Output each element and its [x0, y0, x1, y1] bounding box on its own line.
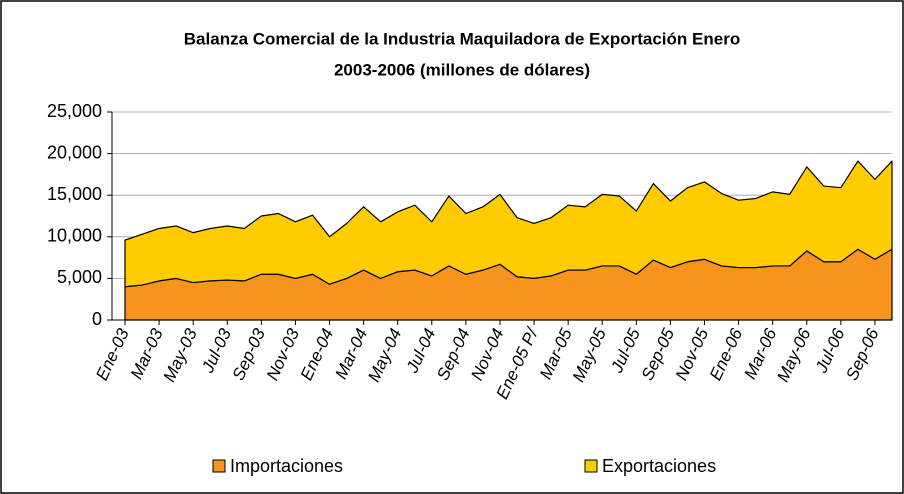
- y-tick-label: 25,000: [47, 101, 102, 121]
- area: [124, 160, 893, 288]
- chart-title: Balanza Comercial de la Industria Maquil…: [184, 29, 740, 48]
- legend-swatch: [212, 459, 226, 473]
- legend-label: Importaciones: [230, 456, 343, 476]
- y-tick-label: 5,000: [57, 267, 102, 287]
- y-tick-label: 15,000: [47, 184, 102, 204]
- legend-label: Exportaciones: [602, 456, 716, 476]
- y-tick-label: 0: [92, 309, 102, 329]
- chart-subtitle: 2003-2006 (millones de dólares): [334, 60, 590, 79]
- y-tick-label: 10,000: [47, 226, 102, 246]
- y-tick-label: 20,000: [47, 142, 102, 162]
- legend-swatch: [584, 459, 598, 473]
